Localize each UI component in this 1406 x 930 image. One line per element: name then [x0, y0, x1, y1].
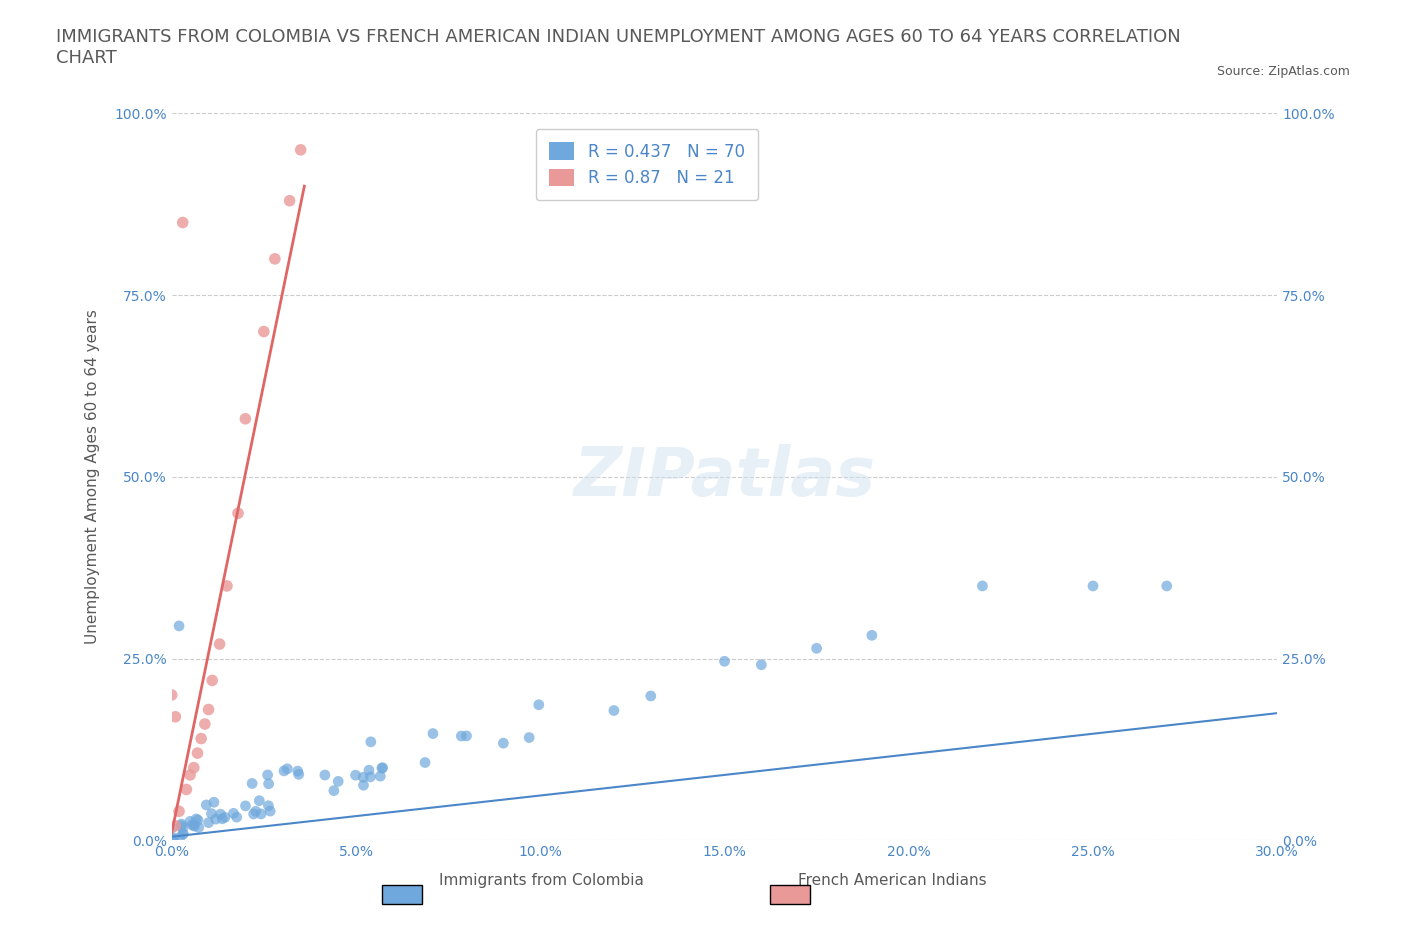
- Point: [357, 763, 380, 777]
- Point: [256, 767, 278, 782]
- Text: Source: ZipAtlas.com: Source: ZipAtlas.com: [1216, 65, 1350, 78]
- Point: [209, 806, 232, 821]
- Point: [253, 325, 276, 339]
- Point: [181, 817, 204, 832]
- Point: [214, 810, 236, 825]
- Point: [287, 764, 309, 778]
- Text: Immigrants from Colombia: Immigrants from Colombia: [439, 873, 644, 888]
- Point: [170, 817, 193, 831]
- Point: [527, 698, 550, 712]
- Point: [172, 827, 194, 842]
- Point: [245, 804, 267, 818]
- Point: [517, 730, 540, 745]
- Point: [197, 816, 219, 830]
- Point: [176, 782, 198, 797]
- Point: [167, 804, 190, 818]
- Point: [172, 820, 194, 835]
- Point: [172, 215, 194, 230]
- Point: [186, 812, 208, 827]
- Point: [183, 818, 205, 833]
- Point: [328, 774, 350, 789]
- Point: [201, 673, 224, 688]
- Point: [413, 755, 436, 770]
- Point: [195, 798, 218, 813]
- Point: [713, 654, 735, 669]
- Point: [200, 806, 222, 821]
- Point: [235, 799, 257, 814]
- Point: [492, 736, 515, 751]
- Point: [273, 764, 295, 778]
- Y-axis label: Unemployment Among Ages 60 to 64 years: Unemployment Among Ages 60 to 64 years: [86, 310, 100, 644]
- Point: [972, 578, 994, 593]
- Point: [170, 818, 193, 833]
- Point: [242, 806, 264, 821]
- Point: [603, 703, 626, 718]
- Point: [187, 820, 209, 835]
- Text: ZIPatlas: ZIPatlas: [574, 444, 876, 510]
- Point: [250, 806, 273, 821]
- Point: [360, 735, 382, 750]
- Point: [371, 761, 394, 776]
- Point: [187, 813, 209, 828]
- Point: [371, 761, 394, 776]
- Point: [179, 814, 201, 829]
- Point: [190, 731, 212, 746]
- Point: [450, 728, 472, 743]
- Point: [215, 578, 238, 593]
- Point: [640, 688, 662, 703]
- Legend: R = 0.437   N = 70, R = 0.87   N = 21: R = 0.437 N = 70, R = 0.87 N = 21: [536, 129, 758, 201]
- Point: [163, 830, 186, 845]
- Point: [226, 506, 249, 521]
- Point: [183, 760, 205, 775]
- Point: [344, 768, 367, 783]
- Point: [370, 769, 392, 784]
- Point: [259, 804, 281, 818]
- Point: [240, 776, 263, 790]
- Point: [276, 762, 298, 777]
- Point: [186, 746, 208, 761]
- Point: [208, 637, 231, 652]
- Text: French American Indians: French American Indians: [799, 873, 987, 888]
- Point: [257, 798, 280, 813]
- Point: [860, 628, 883, 643]
- Point: [204, 812, 226, 827]
- Point: [1081, 578, 1104, 593]
- Point: [456, 728, 478, 743]
- Point: [247, 793, 270, 808]
- Text: IMMIGRANTS FROM COLOMBIA VS FRENCH AMERICAN INDIAN UNEMPLOYMENT AMONG AGES 60 TO: IMMIGRANTS FROM COLOMBIA VS FRENCH AMERI…: [56, 28, 1181, 67]
- Point: [162, 832, 184, 847]
- Point: [222, 806, 245, 821]
- Point: [160, 687, 183, 702]
- Point: [235, 411, 257, 426]
- Point: [225, 810, 247, 825]
- Point: [290, 142, 312, 157]
- Point: [202, 795, 225, 810]
- Point: [211, 811, 233, 826]
- Point: [257, 777, 280, 791]
- Point: [287, 767, 309, 782]
- Point: [353, 777, 375, 792]
- Point: [263, 251, 285, 266]
- Point: [422, 726, 444, 741]
- Point: [165, 710, 187, 724]
- Point: [749, 658, 772, 672]
- Point: [359, 769, 381, 784]
- Point: [194, 717, 217, 732]
- Point: [160, 820, 183, 835]
- Point: [183, 817, 205, 832]
- Point: [197, 702, 219, 717]
- Point: [172, 827, 194, 842]
- Point: [1156, 578, 1178, 593]
- Point: [165, 818, 187, 833]
- Point: [162, 831, 184, 846]
- Point: [806, 641, 828, 656]
- Point: [278, 193, 301, 208]
- Point: [314, 767, 336, 782]
- Point: [167, 618, 190, 633]
- Point: [322, 783, 344, 798]
- Point: [352, 770, 374, 785]
- Point: [169, 830, 191, 845]
- Point: [179, 767, 201, 782]
